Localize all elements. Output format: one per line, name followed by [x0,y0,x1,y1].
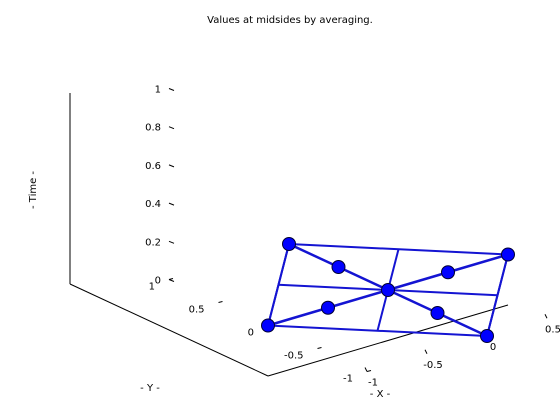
y-tick [317,347,322,349]
z-tick [168,240,175,244]
data-marker [261,318,275,333]
z-tick [168,164,175,168]
data-marker [321,300,335,315]
grid-line [267,324,488,337]
x-axis-label: - X - [370,389,391,400]
y-tick-label: 0.5 [189,305,205,316]
z-tick [168,202,175,206]
y-axis-label: - Y - [140,383,160,394]
y-tick-label: -0.5 [284,351,304,362]
x-tick-label: -1 [368,378,378,389]
z-tick [168,88,175,91]
x-tick [364,367,368,372]
y-tick-label: -1 [343,374,353,385]
z-tick [168,126,175,130]
z-axis-label: - Time - [28,171,39,209]
y-tick-label: 0 [248,328,254,339]
axes-3d [69,93,509,377]
data-series [261,237,515,343]
data-marker [331,260,346,274]
z-tick-label: 0.4 [145,199,161,210]
data-marker [501,247,515,262]
x-tick-label: -0.5 [423,360,443,371]
z-tick-label: 1 [155,85,161,96]
data-marker [381,283,395,297]
data-marker [430,306,445,320]
x-axis-line [267,304,509,377]
y-axis-line [69,283,269,377]
y-tick [218,301,223,303]
tick-marks [168,88,548,372]
data-marker [480,329,494,343]
z-tick-label: 0.2 [145,237,161,248]
z-tick-label: 0.6 [145,161,161,172]
y-tick-label: 1 [149,282,155,293]
x-tick [544,314,548,319]
x-tick-label: 0.5 [545,324,560,335]
x-tick-label: 0 [490,342,496,353]
chart-title: Values at midsides by averaging. [207,15,373,26]
y-tick [366,370,372,372]
data-marker [282,237,296,251]
z-tick [168,279,175,282]
z-tick-label: 0 [155,276,161,287]
z-tick-label: 0.8 [145,123,161,134]
x-tick [424,349,428,354]
grid-line [288,243,509,256]
data-marker [441,265,455,280]
